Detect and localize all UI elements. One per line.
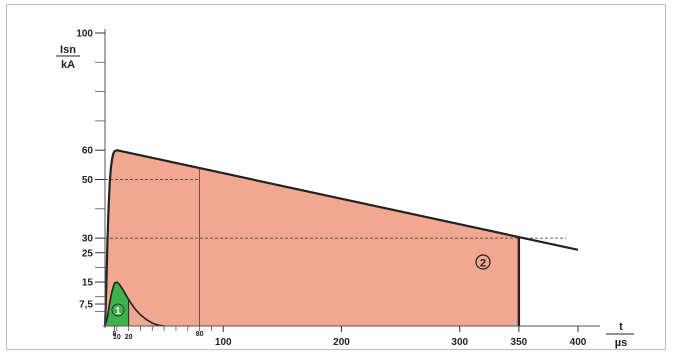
x-tick-label-350: 350 xyxy=(511,337,528,348)
series-2-line xyxy=(103,149,579,327)
chart-frame xyxy=(6,4,666,350)
series-2-marker-text: 2 xyxy=(480,258,486,270)
y-tick-label-60: 60 xyxy=(82,146,94,157)
y-axis-label-denominator: kA xyxy=(61,59,75,71)
curve-layer xyxy=(103,149,579,327)
x-tick-label-300: 300 xyxy=(451,337,468,348)
y-tick-label-50: 50 xyxy=(82,175,94,186)
x-tick-label-400: 400 xyxy=(570,337,587,348)
x-tick-label-100: 100 xyxy=(215,337,232,348)
y-tick-label-7.5: 7,5 xyxy=(79,300,93,311)
series-2-marker: 2 xyxy=(475,254,491,270)
x-axis-unit: t µs xyxy=(606,321,634,349)
y-axis-unit: Isn kA xyxy=(56,44,80,71)
x-tick-label-200: 200 xyxy=(333,337,350,348)
y-tick-label-15: 15 xyxy=(82,278,94,289)
series-2-marker-circle xyxy=(475,254,491,270)
x-small-tick-label-80: 80 xyxy=(196,331,204,338)
x-axis-label-numerator: t xyxy=(619,321,623,333)
series-1-marker-text: 1 xyxy=(115,306,121,317)
series-1-marker: 1 xyxy=(111,303,125,317)
series-1-marker-circle xyxy=(111,303,125,317)
series-1-line xyxy=(104,281,165,327)
y-axis-label-numerator: Isn xyxy=(60,44,76,56)
x-small-tick-label-20: 20 xyxy=(125,334,133,341)
x-small-tick-label-8: 8 xyxy=(113,331,117,338)
axes xyxy=(95,29,600,332)
y-tick-label-30: 30 xyxy=(82,234,94,245)
x-axis-label-denominator: µs xyxy=(615,337,627,349)
y-tick-label-100: 100 xyxy=(76,29,93,40)
y-tick-label-25: 25 xyxy=(82,248,94,259)
x-small-tick-label-10: 10 xyxy=(113,334,121,341)
tick-labels: 100 60 50 30 25 15 7,5 100 200 300 350 400 810 20 80 xyxy=(76,29,586,349)
reference-lines xyxy=(105,168,567,326)
